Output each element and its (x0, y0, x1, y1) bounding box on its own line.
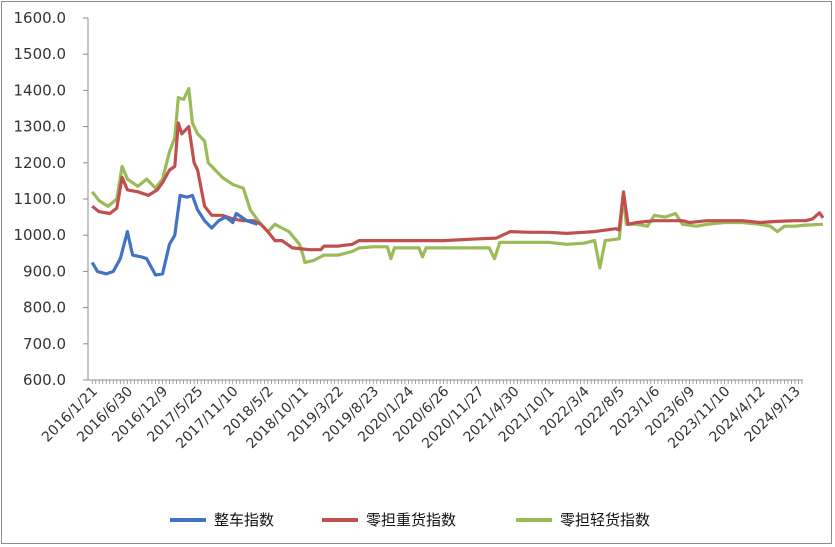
series-line-1 (91, 121, 825, 252)
series-line-0 (90, 193, 258, 277)
y-tick-label: 1000.0 (14, 226, 67, 244)
y-tick-label: 1100.0 (14, 190, 67, 208)
x-axis-ticks: 2016/1/212016/6/302016/12/92017/5/252017… (39, 380, 804, 452)
legend-label-1: 零担重货指数 (366, 511, 456, 529)
legend: 整车指数 零担重货指数 零担轻货指数 (170, 511, 650, 529)
y-axis-ticks: 600.0 700.0 800.0 900.0 1000.0 1100.0 1200.0 13… (14, 9, 88, 389)
axes (87, 18, 803, 381)
y-tick-label: 1300.0 (14, 118, 67, 136)
y-tick-label: 1200.0 (14, 154, 67, 172)
y-tick-label: 1500.0 (14, 45, 67, 63)
y-tick-label: 600.0 (23, 371, 66, 389)
series-lines (90, 87, 825, 277)
y-tick-label: 900.0 (23, 262, 66, 280)
y-tick-label: 800.0 (23, 299, 66, 317)
series-line-2 (90, 87, 824, 270)
legend-label-2: 零担轻货指数 (560, 511, 650, 529)
y-tick-label: 700.0 (23, 335, 66, 353)
y-tick-label: 1600.0 (14, 9, 67, 27)
y-tick-label: 1400.0 (14, 81, 67, 99)
legend-label-0: 整车指数 (214, 511, 274, 529)
